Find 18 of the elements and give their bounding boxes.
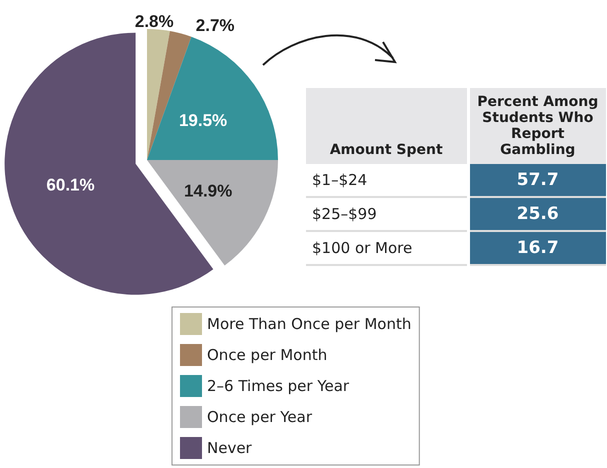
data-label: 2.7% xyxy=(196,16,235,36)
text: Percent Among Students Who Report Gambling xyxy=(468,88,606,164)
category-label: $1–$24 xyxy=(306,164,468,197)
data-label: 2.8% xyxy=(134,12,174,32)
data-label: 16.7 xyxy=(468,231,606,265)
category-label: $25–$99 xyxy=(306,197,468,231)
data-label: 60.1% xyxy=(46,176,95,195)
legend-label: Once per Month xyxy=(207,346,328,364)
legend-label: Never xyxy=(207,439,253,457)
data-label: 19.5% xyxy=(178,111,228,130)
data-label: 14.9% xyxy=(184,181,232,200)
legend-label: 2–6 Times per Year xyxy=(207,377,350,395)
legend-label: More Than Once per Month xyxy=(207,315,412,333)
data-label: 57.7 xyxy=(468,164,606,197)
category-label: $100 or More xyxy=(306,231,468,265)
legend-label: Once per Year xyxy=(207,408,313,426)
text: Amount Spent xyxy=(306,88,468,164)
data-label: 25.6 xyxy=(468,197,606,231)
